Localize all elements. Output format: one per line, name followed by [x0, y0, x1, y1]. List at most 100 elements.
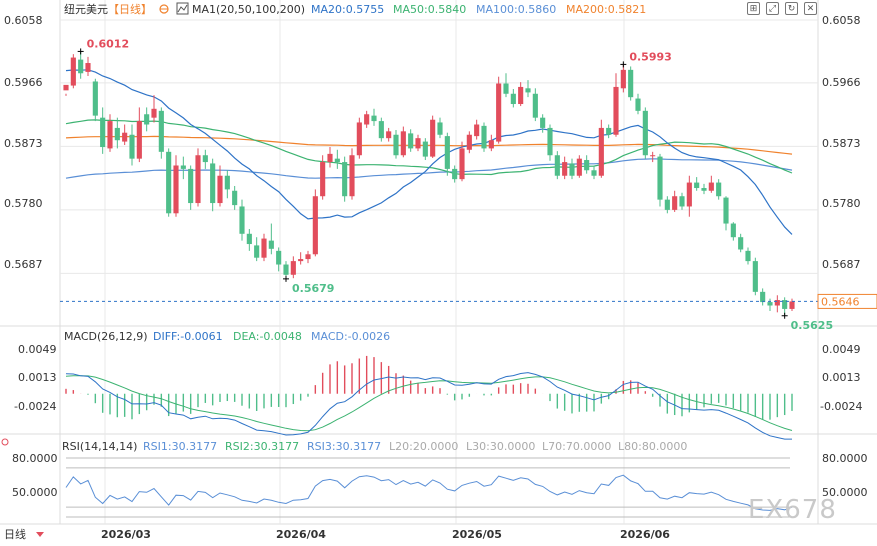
candle [547, 124, 553, 161]
candle [672, 190, 678, 212]
candle [371, 108, 377, 126]
candle [63, 84, 69, 96]
current-price-box [817, 293, 877, 309]
candle [217, 165, 223, 207]
candle-body [679, 196, 685, 207]
candle-body [246, 233, 252, 245]
close-icon[interactable]: ✕ [804, 2, 817, 15]
x-tick: 2026/04 [276, 528, 326, 541]
candle-body [254, 245, 260, 258]
candle [576, 155, 582, 178]
rsi-value-3: RSI3:30.3177 [307, 440, 381, 453]
candle [70, 54, 76, 89]
candle [525, 80, 531, 98]
candle-body [481, 125, 487, 149]
candle [202, 149, 208, 169]
macd-tick-right: -0.0024 [820, 400, 862, 413]
ma200-line [65, 135, 793, 155]
candle [114, 117, 120, 149]
candle [378, 117, 384, 142]
annotation-low-2: 0.5625 [791, 319, 833, 332]
candle [422, 138, 428, 161]
candle-body [261, 238, 267, 258]
candle-body [312, 196, 318, 255]
candle-body [144, 114, 150, 125]
candle [298, 252, 304, 265]
price-axis-right: 0.6058 0.5966 0.5873 0.5780 0.5687 [822, 14, 861, 271]
header-ma20: MA20:0.5755 [311, 3, 384, 16]
candle [136, 107, 142, 163]
candle-body [268, 240, 274, 249]
candle-body [320, 162, 326, 197]
macd-header: MACD(26,12,9) DIFF:-0.0061 DEA:-0.0048 M… [64, 330, 390, 343]
candle-body [173, 165, 179, 214]
candle [386, 127, 392, 142]
price-tick-right: 0.5966 [822, 76, 861, 89]
candle-body [422, 141, 428, 157]
annotation-high-2: 0.5993 [629, 50, 671, 63]
rsi-title: RSI(14,14,14) [62, 440, 137, 453]
chart-header: 纽元美元 【日线】 MA1(20,50,100,200) MA20:0.5755… [64, 2, 646, 16]
header-ma100: MA100:0.5860 [476, 3, 556, 16]
candle-body [540, 117, 546, 128]
candle [701, 183, 707, 195]
price-tick-left: 0.5780 [4, 197, 43, 210]
candle-body [789, 301, 795, 309]
rsi-axis-right: 80.0000 50.0000 [822, 452, 868, 499]
candle-body [158, 110, 164, 152]
candle [466, 131, 472, 154]
ma20-line [65, 69, 793, 235]
candle-body [334, 158, 340, 163]
candle [503, 73, 509, 98]
candle-body [371, 115, 377, 122]
candle [356, 117, 362, 159]
candle-body [723, 197, 729, 224]
rsi-l20: L20:20.0000 [389, 440, 458, 453]
refresh-icon[interactable]: ↻ [785, 2, 798, 15]
period-selector-label: 日线 [4, 527, 26, 541]
candle [166, 148, 172, 217]
candle-body [195, 155, 201, 204]
candle [437, 117, 443, 139]
settings-icon[interactable] [159, 4, 169, 14]
candle-body [547, 127, 553, 156]
candle-body [716, 182, 722, 197]
rsi-value-1: RSI1:30.3177 [143, 440, 217, 453]
candle-body [452, 168, 458, 180]
candle [246, 229, 252, 251]
candle-body [305, 254, 311, 260]
candle [195, 148, 201, 207]
candle [694, 177, 700, 191]
candle [488, 134, 494, 152]
candle [349, 148, 355, 200]
candle [158, 107, 164, 159]
candle-body [444, 136, 450, 169]
macd-tick-left: 0.0013 [18, 371, 57, 384]
candle-body [620, 69, 626, 89]
expand-icon[interactable]: ⤢ [766, 2, 779, 15]
candle [430, 115, 436, 158]
candle [752, 257, 758, 296]
candle-body [730, 223, 736, 238]
chart-icon[interactable] [176, 2, 189, 15]
price-axis-left: 0.6058 0.5966 0.5873 0.5780 0.5687 [4, 14, 43, 271]
candle [716, 179, 722, 200]
candle [290, 256, 296, 279]
candles-group [63, 51, 795, 316]
candle [708, 175, 714, 193]
period-selector[interactable]: 日线 [4, 527, 44, 541]
candle [144, 107, 150, 132]
candle-body [290, 261, 296, 275]
candle [664, 196, 670, 214]
candle-body [745, 250, 751, 262]
candle [408, 129, 414, 152]
price-tick-right: 0.6058 [822, 14, 861, 27]
crosshair-icon[interactable]: ⊞ [747, 2, 760, 15]
candle-body [694, 182, 700, 189]
candle [129, 124, 135, 166]
candle-body [628, 69, 634, 98]
candle [327, 147, 333, 168]
candle-body [188, 168, 194, 204]
candle-body [591, 170, 597, 176]
